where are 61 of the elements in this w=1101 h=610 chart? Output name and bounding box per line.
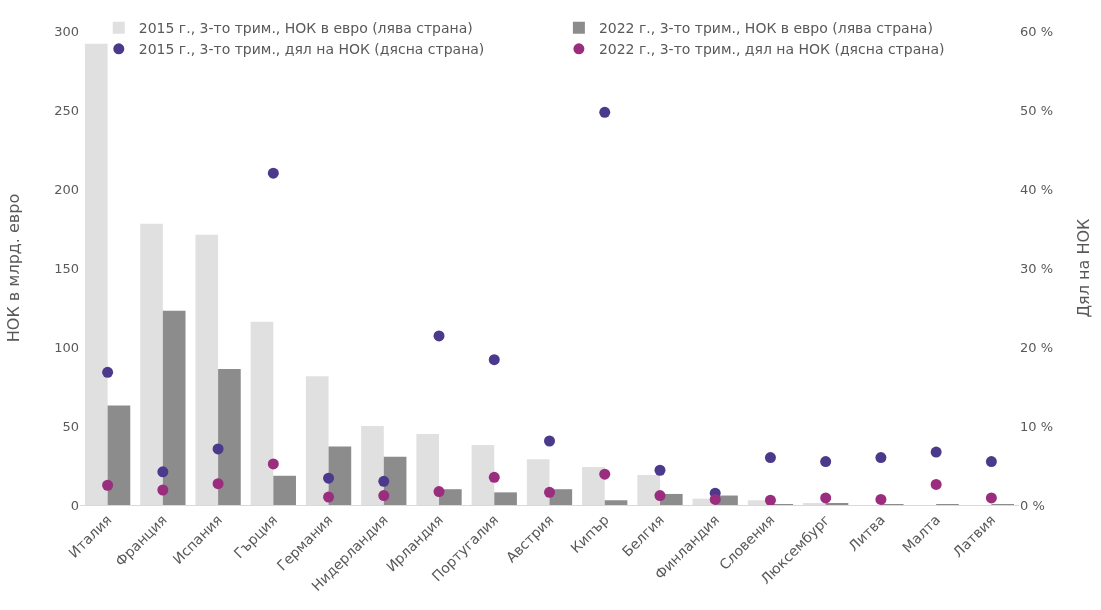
y-axis-title: НОК в млрд. евро — [4, 193, 24, 343]
point — [267, 167, 279, 179]
point — [820, 492, 832, 504]
bar — [218, 369, 241, 505]
point — [930, 446, 942, 458]
point — [212, 478, 224, 490]
y2-tick-label: 20 % — [1020, 339, 1054, 355]
y2-tick-label: 50 % — [1020, 102, 1054, 118]
y2-tick-label: 10 % — [1020, 418, 1054, 434]
point — [102, 479, 114, 491]
point — [212, 443, 224, 455]
y2-axis-title: Дял на НОК — [1073, 217, 1093, 318]
y-tick-label: 150 — [54, 260, 79, 276]
legend-label: 2015 г., 3-то трим., НОК в евро (лява страна) — [138, 20, 473, 37]
point — [930, 478, 942, 490]
point — [985, 456, 997, 468]
point — [985, 492, 997, 504]
point — [157, 466, 169, 478]
point — [820, 456, 832, 468]
point — [102, 366, 114, 378]
bar — [273, 475, 296, 505]
point — [654, 490, 666, 502]
point — [875, 452, 887, 464]
point — [599, 468, 611, 480]
point — [544, 435, 555, 447]
y2-tick-label: 40 % — [1020, 181, 1054, 197]
legend-label: 2022 г., 3-то трим., НОК в евро (лява страна) — [598, 20, 933, 37]
point — [599, 106, 611, 118]
y-tick-label: 100 — [54, 339, 79, 355]
bar — [162, 310, 186, 505]
bar — [494, 492, 517, 505]
point — [323, 491, 335, 503]
point — [488, 354, 500, 366]
bar — [604, 500, 628, 505]
bar — [107, 405, 131, 505]
y-tick-label: 300 — [54, 23, 79, 39]
point — [875, 493, 887, 505]
bar — [439, 489, 462, 505]
point — [764, 452, 776, 464]
y-tick-label: 0 — [70, 497, 79, 513]
point — [544, 486, 555, 498]
point — [764, 494, 776, 505]
point — [157, 484, 169, 496]
y2-tick-label: 0 % — [1020, 497, 1045, 513]
y-tick-label: 50 — [62, 418, 79, 434]
y2-tick-label: 60 % — [1020, 23, 1054, 39]
legend-label: 2022 г., 3-то трим., дял на НОК (дясна страна) — [598, 41, 945, 58]
y2-tick-label: 30 % — [1020, 260, 1054, 276]
point — [709, 493, 721, 505]
bar — [328, 446, 352, 505]
y-tick-label: 200 — [54, 181, 79, 197]
point — [323, 472, 335, 484]
point — [433, 330, 445, 342]
point — [378, 490, 390, 502]
legend-label: 2015 г., 3-то трим., дял на НОК (дясна страна) — [138, 41, 485, 58]
point — [433, 486, 445, 498]
point — [378, 475, 390, 487]
point — [267, 458, 279, 470]
y-tick-label: 250 — [54, 102, 79, 118]
point — [654, 464, 666, 476]
point — [488, 471, 500, 483]
